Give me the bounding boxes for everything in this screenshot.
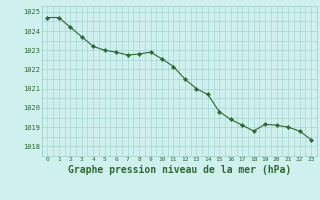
X-axis label: Graphe pression niveau de la mer (hPa): Graphe pression niveau de la mer (hPa) — [68, 165, 291, 175]
